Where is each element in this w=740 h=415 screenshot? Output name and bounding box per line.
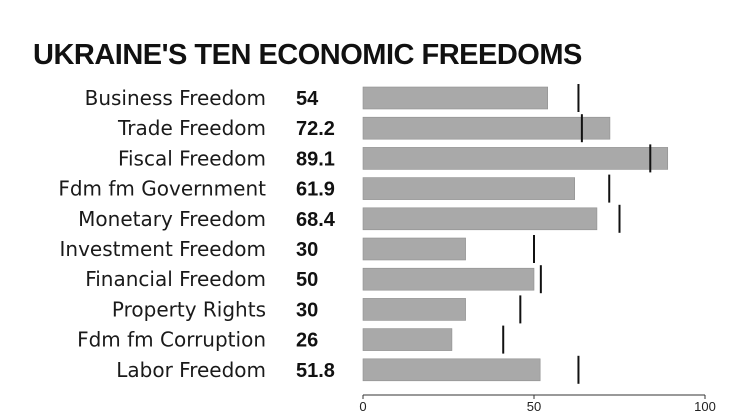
category-label: Labor Freedom <box>116 358 266 382</box>
value-label: 68.4 <box>296 209 336 231</box>
category-label: Fiscal Freedom <box>118 146 266 170</box>
category-label: Fdm fm Corruption <box>77 328 266 352</box>
category-label: Business Freedom <box>85 86 266 110</box>
value-label: 26 <box>296 330 318 352</box>
value-label: 50 <box>296 269 318 291</box>
x-tick-label: 100 <box>694 399 716 414</box>
category-label: Financial Freedom <box>85 267 266 291</box>
value-label: 61.9 <box>296 179 335 201</box>
x-tick-label: 0 <box>359 399 366 414</box>
value-label: 51.8 <box>296 360 335 382</box>
bar <box>362 328 453 351</box>
category-label: Trade Freedom <box>117 116 266 140</box>
bar <box>362 116 611 140</box>
plot-area: Business Freedom 54 Trade Freedom 72.2 Fisca… <box>58 84 716 414</box>
value-label: 89.1 <box>296 148 335 170</box>
x-tick-label: 50 <box>527 399 541 414</box>
bar <box>362 358 541 382</box>
value-label: 30 <box>296 299 318 321</box>
value-label: 54 <box>296 88 319 110</box>
bar <box>362 207 598 231</box>
bar <box>362 298 466 321</box>
value-label: 30 <box>296 239 318 261</box>
category-label: Property Rights <box>112 297 266 321</box>
bar <box>362 147 669 170</box>
bar <box>362 177 575 200</box>
value-label: 72.2 <box>296 118 335 140</box>
bar <box>362 237 466 261</box>
category-label: Fdm fm Government <box>58 177 266 201</box>
category-label: Investment Freedom <box>60 237 267 261</box>
chart-title: UKRAINE'S TEN ECONOMIC FREEDOMS <box>33 39 582 71</box>
category-label: Monetary Freedom <box>78 207 266 231</box>
bar <box>362 86 548 110</box>
bar <box>362 267 535 291</box>
